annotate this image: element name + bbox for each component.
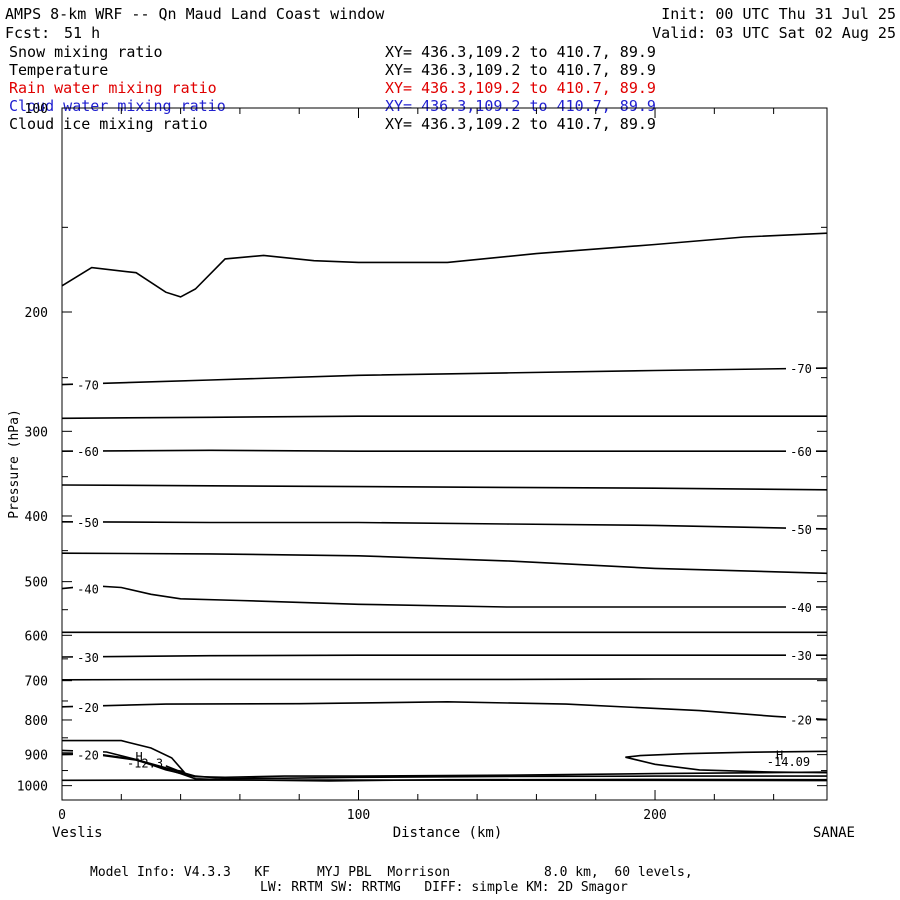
high-value: -14.09 <box>767 755 810 769</box>
field-name: Cloud ice mixing ratio <box>9 115 208 133</box>
contour-label: -30 <box>790 649 812 663</box>
contour-label: -20 <box>790 714 812 728</box>
contour-label-bg <box>786 712 816 727</box>
temperature-contour <box>61 584 827 608</box>
contour-label-bg <box>73 699 103 714</box>
contour-label: -30 <box>77 651 99 665</box>
x-tick-label: 0 <box>58 808 66 823</box>
contour-label: -70 <box>77 379 99 393</box>
field-xy: XY= 436.3,109.2 to 410.7, 89.9 <box>385 43 656 61</box>
field-xy: XY= 436.3,109.2 to 410.7, 89.9 <box>385 61 656 79</box>
model-info: Model Info: V4.3.3 KF MYJ PBL Morrison 8… <box>90 865 693 880</box>
y-tick-label: 1000 <box>17 780 48 795</box>
y-tick-label: 900 <box>25 749 48 764</box>
temperature-contour <box>61 654 827 658</box>
temperature-contour <box>61 700 828 721</box>
contour-label-bg <box>73 747 103 762</box>
temperature-contour <box>61 415 827 420</box>
high-value: -12.3 <box>127 756 163 770</box>
plot-frame <box>61 107 828 801</box>
field-name: Cloud water mixing ratio <box>9 97 226 115</box>
temperature-contour <box>61 749 828 779</box>
temperature-contour <box>625 750 828 774</box>
y-tick-label: 800 <box>25 714 48 729</box>
field-xy: XY= 436.3,109.2 to 410.7, 89.9 <box>385 115 656 133</box>
contour-label-bg <box>786 648 816 663</box>
field-name: Rain water mixing ratio <box>9 79 217 97</box>
contour-label-bg <box>73 650 103 665</box>
x-axis-label: Distance (km) <box>393 825 503 841</box>
x-tick-label: 200 <box>643 808 666 823</box>
left-endpoint-label: Veslis <box>52 825 103 841</box>
contour-label: -40 <box>77 583 99 597</box>
temperature-contour <box>61 779 828 782</box>
field-xy: XY= 436.3,109.2 to 410.7, 89.9 <box>385 79 656 97</box>
field-name: Temperature <box>9 61 109 79</box>
temperature-contour <box>61 367 828 386</box>
chart-title: AMPS 8-km WRF -- Qn Maud Land Coast wind… <box>5 5 385 23</box>
temperature-contour <box>61 752 827 780</box>
temperature-contour <box>61 449 827 453</box>
field-xy: XY= 436.3,109.2 to 410.7, 89.9 <box>385 97 656 115</box>
contour-label: -20 <box>77 701 99 715</box>
y-tick-label: 300 <box>25 425 48 440</box>
y-tick-label: 200 <box>25 306 48 321</box>
forecast-label: Fcst: <box>5 24 51 42</box>
contour-label-bg <box>786 600 816 615</box>
y-tick-label: 700 <box>25 675 48 690</box>
contour-label: -50 <box>790 523 812 537</box>
y-axis-label: Pressure (hPa) <box>7 409 22 519</box>
contour-label-bg <box>73 444 103 459</box>
x-tick-label: 100 <box>347 808 370 823</box>
temperature-contour <box>61 520 828 530</box>
model-info-physics: LW: RRTM SW: RRTMG DIFF: simple KM: 2D S… <box>260 880 628 895</box>
init-time: Init: 00 UTC Thu 31 Jul 25 <box>661 5 896 23</box>
contour-label-bg <box>73 377 103 392</box>
contour-label: -60 <box>77 445 99 459</box>
contour-label-bg <box>73 514 103 529</box>
temperature-contour <box>61 552 828 575</box>
temperature-contour <box>61 232 828 298</box>
contour-label-bg <box>786 361 816 376</box>
contour-label: -40 <box>790 601 812 615</box>
forecast-hour: 51 h <box>64 24 101 42</box>
temperature-contour <box>61 484 828 491</box>
contour-label-bg <box>786 521 816 536</box>
y-tick-label: 500 <box>25 576 48 591</box>
temperature-contour <box>61 678 827 681</box>
y-tick-label: 100 <box>25 102 48 117</box>
contour-label-bg <box>786 444 816 459</box>
field-name: Snow mixing ratio <box>9 43 163 61</box>
high-marker: H <box>135 750 142 764</box>
contour-label: -50 <box>77 516 99 530</box>
contour-label: -70 <box>790 362 812 376</box>
temperature-contour <box>62 739 186 773</box>
high-marker: H <box>776 748 783 762</box>
y-tick-label: 600 <box>25 629 48 644</box>
right-endpoint-label: SANAE <box>813 825 855 841</box>
contour-label-bg <box>73 581 103 596</box>
contour-label: -60 <box>790 445 812 459</box>
contour-label: -20 <box>77 749 99 763</box>
valid-time: Valid: 03 UTC Sat 02 Aug 25 <box>652 24 896 42</box>
y-tick-label: 400 <box>25 510 48 525</box>
